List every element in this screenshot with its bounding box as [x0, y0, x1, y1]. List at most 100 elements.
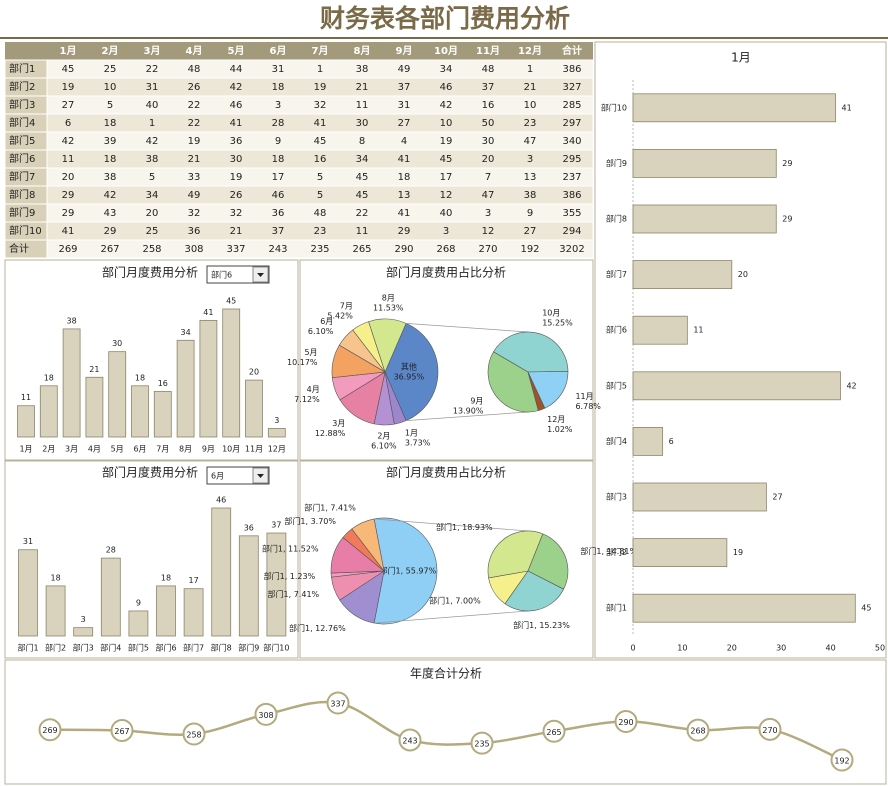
table-cell: 355 [562, 208, 581, 219]
slice-category: 10月 [542, 308, 560, 317]
slice-label: 部门1, 12.76% [289, 623, 346, 633]
slice-category: 3月 [332, 419, 345, 428]
bar [632, 93, 836, 123]
table-cell: 47 [482, 190, 495, 201]
y-tick-label: 部门5 [606, 380, 627, 390]
bar [266, 532, 287, 637]
table-cell: 48 [314, 208, 327, 219]
bar-value-label: 41 [842, 103, 852, 112]
chart-title: 1月 [731, 51, 751, 65]
bar [632, 593, 856, 623]
table-cell: 20 [482, 154, 495, 165]
marker [38, 718, 62, 742]
dropdown-arrow [257, 273, 264, 277]
table-row-bg [4, 95, 594, 115]
table-row-bg [4, 131, 594, 151]
x-tick-label: 3月 [65, 445, 78, 454]
bar-value-label: 11 [693, 326, 703, 335]
table-cell: 34 [440, 64, 453, 75]
marker [614, 709, 638, 733]
x-tick-label: 6月 [133, 445, 146, 454]
table-row-bg [4, 113, 594, 133]
bar [73, 627, 94, 637]
table-row-bg [4, 167, 594, 187]
slice-category: 1月 [405, 429, 418, 438]
table-cell: 45 [314, 136, 327, 147]
marker [542, 719, 566, 743]
bar-value-label: 9 [136, 598, 141, 607]
table-header: 2月 [102, 45, 119, 57]
table-cell: 5 [149, 172, 155, 183]
table-row-name: 合计 [9, 242, 29, 255]
bar [45, 585, 66, 637]
table-cell: 31 [272, 64, 285, 75]
table-cell: 38 [146, 154, 159, 165]
connector [406, 323, 529, 333]
slice-label: 部门1, 7.41% [268, 589, 320, 599]
pie-slice [384, 322, 439, 422]
pie-slice [351, 518, 385, 572]
table-cell: 17 [440, 172, 453, 183]
y-tick-label: 部门2 [606, 547, 627, 557]
pie-slice [368, 318, 407, 373]
table-cell: 11 [356, 226, 369, 237]
table-cell: 49 [398, 64, 411, 75]
table-row-bg [4, 239, 594, 259]
marker [470, 731, 494, 755]
table-cell: 48 [482, 64, 495, 75]
table-cell: 269 [58, 244, 77, 255]
table-cell: 235 [310, 244, 329, 255]
point-label: 265 [546, 728, 561, 737]
chart-title: 部门月度费用分析 [102, 265, 198, 280]
table-cell: 31 [146, 82, 159, 93]
bar-value-label: 19 [733, 548, 743, 557]
table-cell: 11 [356, 100, 369, 111]
table-row-name: 部门9 [9, 206, 35, 219]
bar [131, 385, 149, 438]
table-cell: 36 [272, 208, 285, 219]
table-cell: 23 [314, 226, 327, 237]
slice-label: 部门1, 7.41% [304, 503, 356, 513]
x-tick-label: 10月 [222, 445, 240, 454]
slice-label: 6.10% [308, 327, 334, 336]
table-row-name: 部门5 [9, 134, 35, 147]
table-cell: 30 [230, 154, 243, 165]
table-cell: 9 [527, 208, 533, 219]
table-cell: 285 [562, 100, 581, 111]
slice-label: 7.12% [294, 395, 320, 404]
table-cell: 34 [146, 190, 159, 201]
table-cell: 19 [440, 136, 453, 147]
bar [222, 308, 241, 438]
table-cell: 42 [62, 136, 75, 147]
bar-value-label: 28 [106, 546, 116, 555]
table-row-bg [4, 77, 594, 97]
slice-label: 6.10% [371, 441, 397, 450]
table-cell: 3 [527, 154, 533, 165]
table-cell: 237 [562, 172, 581, 183]
table-header: 10月 [434, 45, 458, 57]
table-cell: 46 [272, 190, 285, 201]
table-cell: 258 [142, 244, 161, 255]
bar [632, 204, 777, 234]
table-cell: 3 [275, 100, 281, 111]
point-label: 267 [114, 727, 129, 736]
bar-value-label: 18 [135, 373, 145, 382]
table-row-bg [4, 59, 594, 79]
bar-value-label: 29 [782, 215, 792, 224]
table-row-name: 部门1 [9, 62, 35, 75]
table-cell: 27 [524, 226, 537, 237]
table-cell: 36 [188, 226, 201, 237]
marker [758, 717, 782, 741]
bar [100, 557, 121, 637]
bar-value-label: 3 [81, 615, 86, 624]
table-cell: 38 [104, 172, 117, 183]
x-tick-label: 40 [826, 644, 836, 653]
bar-value-label: 38 [67, 316, 77, 325]
slice-label: 部门1, 18.93% [436, 522, 493, 532]
slice-label: 部门1, 1.23% [264, 571, 316, 581]
table-cell: 386 [562, 64, 581, 75]
y-tick-label: 部门3 [606, 492, 627, 502]
bar-value-label: 34 [181, 328, 191, 337]
table-cell: 22 [188, 118, 201, 129]
table-row-name: 部门4 [9, 116, 35, 129]
